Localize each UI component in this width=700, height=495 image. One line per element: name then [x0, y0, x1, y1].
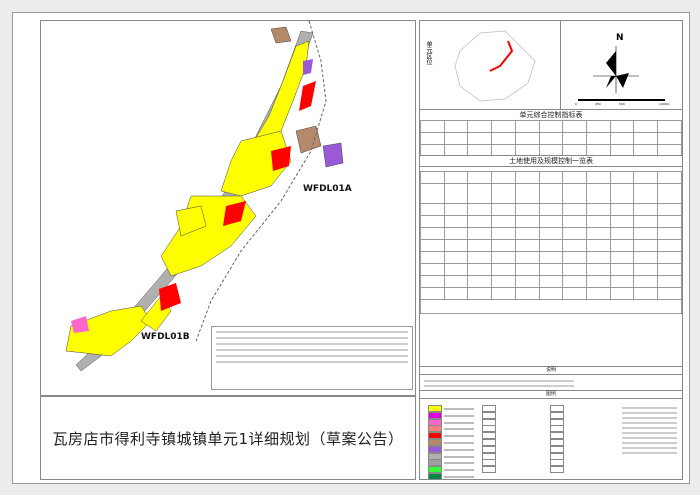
industrial-zone — [270, 26, 292, 44]
legend-label — [444, 455, 474, 458]
legend-symbol — [550, 452, 564, 460]
legend-symbol — [550, 466, 564, 474]
legend-label — [444, 469, 474, 472]
legend-symbol — [550, 418, 564, 426]
legend-label — [444, 421, 474, 424]
legend-label — [444, 476, 474, 478]
legend-symbol — [550, 445, 564, 453]
legend-symbol — [550, 405, 564, 412]
residential-zone — [65, 305, 152, 357]
legend-swatch — [428, 439, 442, 446]
commercial-zone — [159, 283, 181, 311]
legend-symbol — [482, 425, 496, 433]
scale-tick: 250 — [595, 102, 601, 106]
legend-label — [444, 435, 474, 438]
location-label: 单元区位 — [425, 41, 432, 65]
scale-bar — [578, 99, 665, 101]
location-outline — [454, 30, 536, 102]
residential-zone — [220, 130, 292, 197]
public-facility-zone — [303, 59, 313, 75]
north-label: N — [616, 33, 624, 43]
legend-symbol — [550, 459, 564, 467]
legend-symbol — [482, 445, 496, 453]
legend-label — [444, 408, 474, 410]
legend-symbol — [482, 405, 496, 412]
legend-label — [444, 428, 474, 431]
commercial-zone — [223, 201, 246, 226]
legend-label — [444, 442, 474, 444]
unit-label-a: WFDL01A — [303, 184, 352, 194]
legend-description — [622, 404, 677, 457]
legend-swatch — [428, 411, 442, 419]
legend-symbol — [482, 466, 496, 474]
land-use-map[interactable]: WFDL01A WFDL01B — [40, 20, 416, 396]
legend-swatch — [428, 459, 442, 467]
landuse-table-title: 土地使用及规模控制一览表 — [420, 155, 682, 167]
legend-symbol — [482, 459, 496, 467]
control-index-table — [420, 120, 682, 159]
legend-swatch — [428, 405, 442, 412]
medical-zone — [71, 316, 89, 333]
scale-tick: 0 — [575, 102, 577, 106]
notes-title: 说明 — [420, 366, 682, 375]
legend-swatch — [428, 473, 442, 480]
compass-icon — [578, 46, 665, 101]
legend-symbol — [550, 439, 564, 446]
legend-swatch — [428, 418, 442, 426]
legend-swatch — [428, 432, 442, 440]
legend-swatch — [428, 445, 442, 453]
scale-tick: 500 — [619, 102, 625, 106]
legend-swatch — [428, 452, 442, 460]
legend-title: 图例 — [420, 390, 682, 399]
north-arrow: N 0 250 500 1000m — [561, 21, 682, 109]
commercial-zone — [271, 146, 291, 171]
legend-symbol — [550, 425, 564, 433]
legend-symbol — [550, 432, 564, 440]
unit-label-b: WFDL01B — [141, 332, 190, 342]
legend-symbol — [482, 452, 496, 460]
legend-label — [444, 448, 474, 451]
legend-swatch — [428, 466, 442, 474]
legend-swatch — [428, 425, 442, 433]
unit-location-marker — [489, 40, 514, 72]
legend-symbol — [482, 439, 496, 446]
legend — [420, 399, 682, 480]
legend-symbol — [482, 432, 496, 440]
legend-symbol — [482, 418, 496, 426]
public-facility-zone — [322, 142, 344, 168]
location-map: 单元区位 — [420, 21, 561, 109]
railway-line — [195, 20, 327, 342]
info-panel: 单元区位 N 0 250 500 1000m 单元综合控制指标表 土地使用及规模… — [419, 20, 683, 480]
legend-label — [444, 462, 474, 465]
map-svg: WFDL01A WFDL01B — [65, 20, 352, 372]
legend-symbol — [550, 411, 564, 419]
landuse-table — [420, 171, 682, 314]
map-inset-table — [211, 326, 413, 390]
legend-label — [444, 414, 474, 417]
legend-symbol — [482, 411, 496, 419]
scale-tick: 1000m — [659, 102, 670, 106]
plan-title: 瓦房店市得利寺镇城镇单元1详细规划（草案公告） — [52, 429, 404, 448]
commercial-zone — [299, 81, 316, 111]
title-box: 瓦房店市得利寺镇城镇单元1详细规划（草案公告） — [40, 396, 416, 480]
industrial-zone — [295, 125, 322, 154]
residential-zone — [175, 205, 207, 237]
